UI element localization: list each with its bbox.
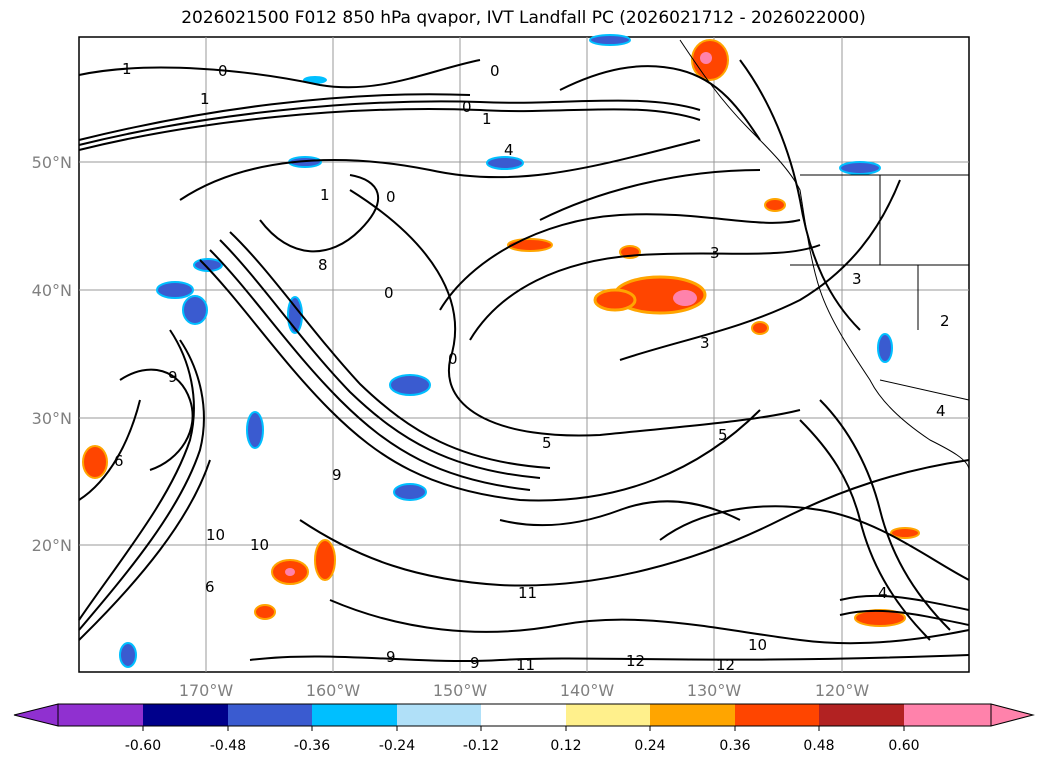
colorbar-over-arrow: [990, 703, 1035, 727]
colorbar-bin: [58, 704, 143, 726]
contour-label: 0: [462, 98, 472, 116]
contour-label-group: 1 0 0 1 0 1 4 1 0 0 8 0 3 3 3 5 5 9 10 1…: [114, 60, 950, 674]
colorbar-bin: [397, 704, 481, 726]
lon-tick-label: 130°W: [687, 681, 742, 700]
lon-tick-label: 120°W: [815, 681, 870, 700]
contour-label: 10: [748, 636, 767, 654]
colorbar-bin: [481, 704, 566, 726]
contour-label: 8: [318, 256, 328, 274]
colorbar-bin: [904, 704, 991, 726]
contour-label: 11: [516, 656, 535, 674]
colorbar-tick-label: 0.12: [550, 738, 581, 754]
coastline: [679, 39, 970, 471]
contour-label: 0: [490, 62, 500, 80]
contour-label: 6: [114, 452, 124, 470]
colorbar-bin: [143, 704, 228, 726]
contour-label: 1: [320, 186, 330, 204]
colorbar-tick-label: 0.48: [803, 738, 834, 754]
lon-tick-label: 170°W: [179, 681, 234, 700]
lat-tick-label: 20°N: [32, 536, 72, 555]
contour-label: 1: [122, 60, 132, 78]
contour-label: 9: [168, 368, 178, 386]
contour-label: 5: [718, 426, 728, 444]
contour-label: 10: [250, 536, 269, 554]
contour-label: 0: [218, 62, 228, 80]
colorbar-bin: [650, 704, 735, 726]
lat-tick-label: 50°N: [32, 153, 72, 172]
contour-label: 4: [504, 141, 514, 159]
contour-label: 3: [700, 334, 710, 352]
contour-label: 6: [205, 578, 215, 596]
contour-label: 10: [206, 526, 225, 544]
colorbar-tick-label: -0.48: [210, 738, 246, 754]
map-panel: 1 0 0 1 0 1 4 1 0 0 8 0 3 3 3 5 5 9 10 1…: [78, 34, 970, 674]
lat-tick-label: 40°N: [32, 281, 72, 300]
contour-label: 3: [852, 270, 862, 288]
colorbar-under-arrow: [13, 703, 59, 727]
chart-title: 2026021500 F012 850 hPa qvapor, IVT Land…: [181, 8, 866, 28]
contour-label: 0: [384, 284, 394, 302]
contour-label: 4: [936, 402, 946, 420]
contour-label: 12: [626, 652, 645, 670]
contour-label: 1: [200, 90, 210, 108]
contour-lines: [78, 59, 970, 663]
colorbar-bin: [312, 704, 397, 726]
contour-label: 3: [710, 244, 720, 262]
colorbar-tick-label: 0.60: [888, 738, 919, 754]
contour-label: 9: [470, 654, 480, 672]
lon-tick-label: 160°W: [306, 681, 361, 700]
colorbar-bin: [228, 704, 312, 726]
colorbar-tick-label: -0.36: [294, 738, 330, 754]
colorbar: -0.60 -0.48 -0.36 -0.24 -0.12 0.12 0.24 …: [13, 703, 1035, 754]
colorbar-tick-label: -0.60: [125, 738, 161, 754]
contour-label: 9: [332, 466, 342, 484]
colorbar-tick-label: 0.36: [719, 738, 750, 754]
contour-label: 0: [448, 350, 458, 368]
contour-label: 0: [386, 188, 396, 206]
lon-tick-label: 140°W: [560, 681, 615, 700]
longitude-axis: 170°W 160°W 150°W 140°W 130°W 120°W: [179, 681, 870, 700]
colorbar-bin: [819, 704, 904, 726]
contour-label: 9: [386, 648, 396, 666]
contour-label: 12: [716, 656, 735, 674]
colorbar-tick-label: 0.24: [634, 738, 665, 754]
contour-label: 1: [482, 110, 492, 128]
contour-label: 5: [542, 434, 552, 452]
colorbar-bin: [566, 704, 650, 726]
gridlines: [79, 37, 969, 672]
colorbar-tick-label: -0.12: [463, 738, 499, 754]
contour-label: 4: [878, 584, 888, 602]
contour-label: 11: [518, 584, 537, 602]
lat-tick-label: 30°N: [32, 409, 72, 428]
contour-label: 2: [940, 312, 950, 330]
colorbar-tick-label: -0.24: [379, 738, 415, 754]
colorbar-bin: [735, 704, 819, 726]
lon-tick-label: 150°W: [433, 681, 488, 700]
latitude-axis: 20°N 30°N 40°N 50°N: [32, 153, 72, 555]
